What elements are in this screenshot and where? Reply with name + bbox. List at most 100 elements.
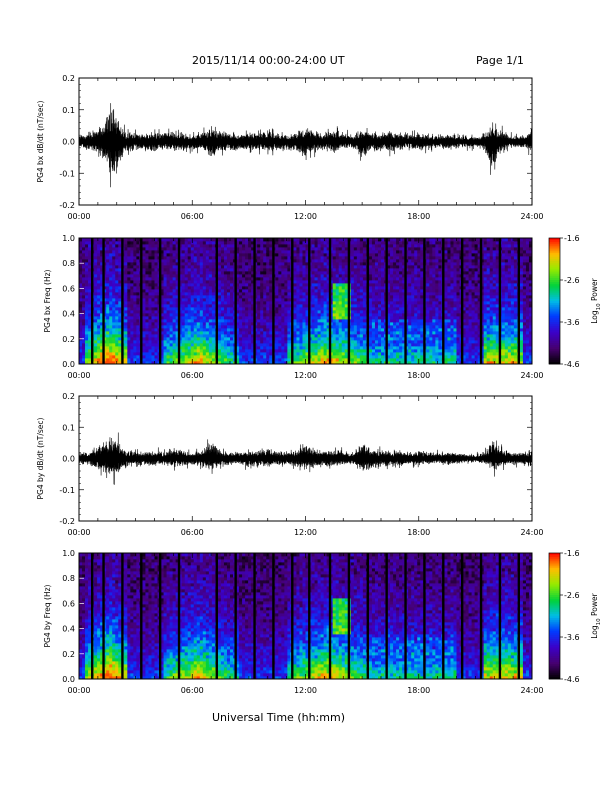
spectrogram-cell <box>275 361 279 365</box>
spectrogram-cell <box>329 247 334 251</box>
spectrogram-cell <box>284 280 288 284</box>
spectrogram-cell <box>242 250 246 254</box>
spectrogram-cell <box>187 331 192 335</box>
spectrogram-cell <box>341 295 346 299</box>
spectrogram-cell <box>260 340 264 344</box>
spectrogram-cell <box>85 343 89 347</box>
spectrogram-cell <box>79 358 83 362</box>
spectrogram-cell <box>88 280 92 284</box>
spectrogram-cell <box>109 271 113 275</box>
spectrogram-cell <box>254 283 258 287</box>
spectrogram-cell <box>193 292 198 296</box>
spectrogram-cell <box>148 343 152 347</box>
spectrogram-cell <box>293 241 297 245</box>
spectrogram-cell <box>326 310 331 314</box>
spectrogram-cell <box>353 283 358 287</box>
spectrogram-cell <box>208 349 213 353</box>
spectrogram-cell <box>335 259 340 263</box>
spectrogram-cell <box>251 256 255 260</box>
spectrogram-cell <box>399 283 403 287</box>
spectrogram-cell <box>326 352 331 356</box>
spectrogram-cell <box>381 244 385 248</box>
spectrogram-cell <box>287 307 291 311</box>
spectrogram-cell <box>350 289 355 293</box>
spectrogram-cell <box>393 304 397 308</box>
spectrogram-cell <box>88 295 92 299</box>
spectrogram-cell <box>142 361 146 365</box>
spectrogram-cell <box>217 259 222 263</box>
spectrogram-cell <box>100 304 104 308</box>
spectrogram-cell <box>184 238 189 242</box>
spectrogram-cell <box>314 343 318 347</box>
spectrogram-cell <box>296 277 300 281</box>
spectrogram-cell <box>426 316 430 320</box>
spectrogram-cell <box>390 238 394 242</box>
spectrogram-cell <box>190 244 195 248</box>
spectrogram-cell <box>302 244 306 248</box>
spectrogram-cell <box>112 274 116 278</box>
spectrogram-cell <box>85 247 89 251</box>
spectrogram-cell <box>326 259 331 263</box>
spectrogram-cell <box>239 250 243 254</box>
spectrogram-cell <box>266 295 270 299</box>
spectrogram-cell <box>251 253 255 257</box>
spectrogram-cell <box>335 304 340 308</box>
spectrogram-cell <box>154 334 158 338</box>
spectrogram-cell <box>193 319 198 323</box>
spectrogram-cell <box>396 349 400 353</box>
spectrogram-cell <box>405 253 409 257</box>
spectrogram-cell <box>151 325 155 329</box>
spectrogram-cell <box>341 259 346 263</box>
spectrogram-cell <box>154 268 158 272</box>
spectrogram-cell <box>124 355 128 359</box>
spectrogram-cell <box>175 271 180 275</box>
spectrogram-cell <box>133 334 137 338</box>
spectrogram-cell <box>199 337 204 341</box>
spectrogram-cell <box>260 352 264 356</box>
spectrogram-cell <box>85 274 89 278</box>
spectrogram-cell <box>368 307 373 311</box>
spectrogram-cell <box>103 286 107 290</box>
spectrogram-cell <box>296 346 300 350</box>
spectrogram-cell <box>287 361 291 365</box>
spectrogram-cell <box>269 301 273 305</box>
spectrogram-cell <box>236 352 240 356</box>
spectrogram-cell <box>184 346 189 350</box>
spectrogram-cell <box>296 331 300 335</box>
spectrogram-cell <box>193 361 198 365</box>
spectrogram-cell <box>97 253 101 257</box>
spectrogram-cell <box>163 295 167 299</box>
spectrogram-cell <box>323 316 328 320</box>
spectrogram-cell <box>190 292 195 296</box>
spectrogram-cell <box>190 352 195 356</box>
spectrogram-cell <box>350 361 355 365</box>
spectrogram-cell <box>142 313 146 317</box>
spectrogram-cell <box>278 313 282 317</box>
spectrogram-cell <box>112 310 116 314</box>
spectrogram-cell <box>115 295 119 299</box>
spectrogram-cell <box>230 247 234 251</box>
spectrogram-cell <box>115 307 119 311</box>
spectrogram-cell <box>251 313 255 317</box>
spectrogram-cell <box>302 253 306 257</box>
spectrogram-cell <box>278 265 282 269</box>
spectrogram-cell <box>187 319 192 323</box>
spectrogram-cell <box>118 277 122 281</box>
spectrogram-cell <box>181 334 186 338</box>
spectrogram-cell <box>399 241 403 245</box>
spectrogram-cell <box>136 304 140 308</box>
spectrogram-cell <box>175 307 180 311</box>
spectrogram-cell <box>205 292 210 296</box>
spectrogram-cell <box>208 262 213 266</box>
spectrogram-cell <box>317 283 321 287</box>
spectrogram-cell <box>350 247 355 251</box>
spectrogram-cell <box>88 250 92 254</box>
spectrogram-cell <box>82 292 86 296</box>
spectrogram-cell <box>281 304 285 308</box>
spectrogram-cell <box>220 322 225 326</box>
spectrogram-cell <box>396 325 400 329</box>
spectrogram-cell <box>184 340 189 344</box>
spectrogram-cell <box>202 250 207 254</box>
spectrogram-cell <box>79 313 83 317</box>
spectrogram-cell <box>266 331 270 335</box>
